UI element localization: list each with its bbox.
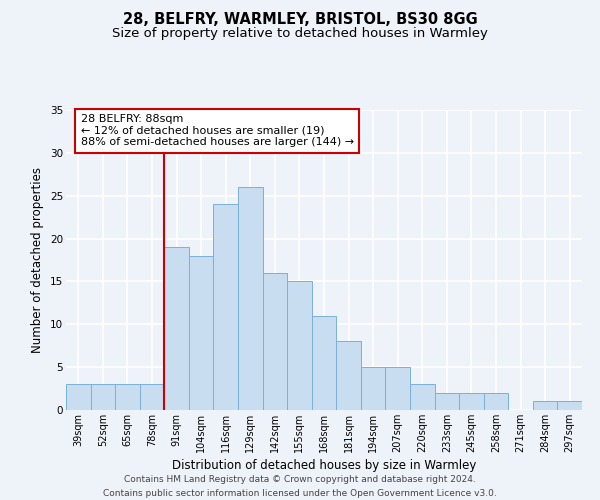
- Bar: [115, 384, 140, 410]
- Bar: [91, 384, 115, 410]
- Text: Size of property relative to detached houses in Warmley: Size of property relative to detached ho…: [112, 28, 488, 40]
- Y-axis label: Number of detached properties: Number of detached properties: [31, 167, 44, 353]
- Bar: [385, 367, 410, 410]
- Bar: [336, 342, 361, 410]
- Text: Contains HM Land Registry data © Crown copyright and database right 2024.
Contai: Contains HM Land Registry data © Crown c…: [103, 476, 497, 498]
- Bar: [238, 187, 263, 410]
- Bar: [263, 273, 287, 410]
- Bar: [66, 384, 91, 410]
- Bar: [287, 282, 312, 410]
- Bar: [410, 384, 434, 410]
- Bar: [164, 247, 189, 410]
- Bar: [533, 402, 557, 410]
- Bar: [140, 384, 164, 410]
- X-axis label: Distribution of detached houses by size in Warmley: Distribution of detached houses by size …: [172, 459, 476, 472]
- Bar: [557, 402, 582, 410]
- Bar: [214, 204, 238, 410]
- Bar: [361, 367, 385, 410]
- Text: 28, BELFRY, WARMLEY, BRISTOL, BS30 8GG: 28, BELFRY, WARMLEY, BRISTOL, BS30 8GG: [122, 12, 478, 28]
- Bar: [312, 316, 336, 410]
- Bar: [434, 393, 459, 410]
- Bar: [484, 393, 508, 410]
- Text: 28 BELFRY: 88sqm
← 12% of detached houses are smaller (19)
88% of semi-detached : 28 BELFRY: 88sqm ← 12% of detached house…: [81, 114, 354, 148]
- Bar: [459, 393, 484, 410]
- Bar: [189, 256, 214, 410]
